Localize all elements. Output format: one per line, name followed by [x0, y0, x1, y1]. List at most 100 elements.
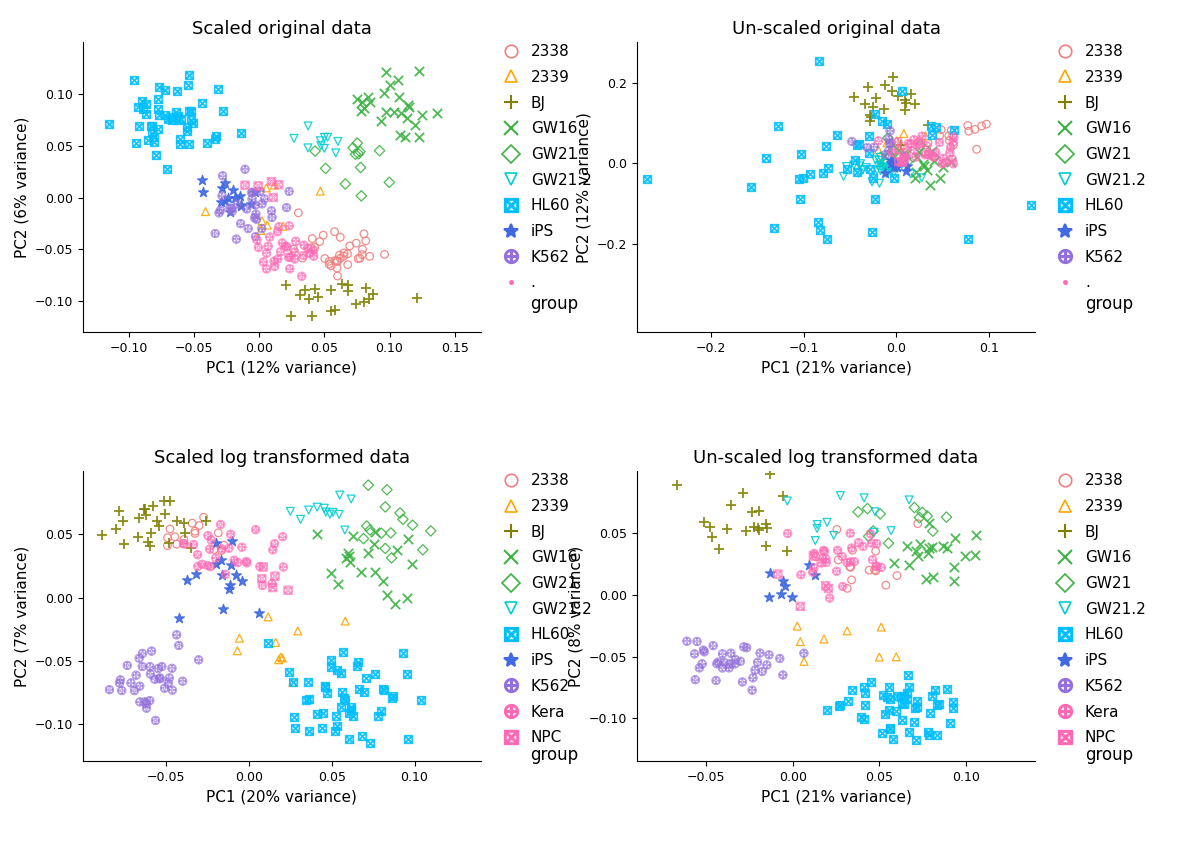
- Point: [757, 539, 776, 552]
- Point: [372, 526, 391, 540]
- Point: [398, 591, 417, 605]
- Point: [860, 563, 879, 577]
- Point: [144, 135, 163, 148]
- Point: [264, 190, 283, 204]
- Point: [305, 145, 324, 158]
- Point: [914, 157, 933, 171]
- Point: [227, 233, 246, 246]
- Point: [221, 527, 240, 541]
- Point: [321, 566, 340, 580]
- Point: [815, 544, 834, 558]
- Point: [709, 542, 728, 556]
- Point: [343, 141, 362, 155]
- Point: [411, 694, 430, 707]
- Point: [178, 120, 197, 134]
- Point: [276, 278, 295, 292]
- Point: [134, 102, 153, 115]
- Legend: 2338, 2339, BJ, GW16, GW21, GW21.2, HL60, iPS, K562, Kera, NPC: 2338, 2339, BJ, GW16, GW21, GW21.2, HL60…: [1056, 473, 1146, 745]
- Point: [905, 143, 924, 157]
- Point: [343, 709, 362, 722]
- Point: [862, 675, 881, 689]
- Point: [223, 534, 242, 547]
- Point: [742, 684, 761, 697]
- Point: [320, 257, 339, 271]
- Point: [160, 671, 179, 684]
- Point: [118, 659, 137, 673]
- Point: [162, 662, 181, 675]
- Point: [881, 722, 900, 736]
- Point: [130, 679, 149, 693]
- Point: [168, 514, 187, 528]
- Point: [298, 119, 317, 133]
- Point: [875, 79, 894, 92]
- Point: [143, 119, 162, 133]
- Point: [395, 130, 414, 144]
- Point: [858, 141, 877, 155]
- Point: [215, 568, 234, 581]
- Point: [791, 600, 810, 613]
- Point: [250, 560, 269, 574]
- Point: [900, 493, 919, 507]
- Point: [148, 122, 167, 135]
- Point: [99, 683, 118, 696]
- Point: [157, 162, 176, 175]
- Title: Un-scaled log transformed data: Un-scaled log transformed data: [694, 449, 979, 467]
- Point: [869, 159, 888, 173]
- Point: [227, 197, 246, 211]
- Point: [232, 200, 251, 213]
- Point: [340, 549, 359, 563]
- Point: [926, 146, 945, 159]
- Point: [259, 610, 278, 624]
- Point: [352, 161, 371, 174]
- Point: [372, 114, 391, 128]
- Point: [130, 695, 149, 709]
- Point: [866, 192, 884, 206]
- Point: [175, 526, 194, 540]
- Point: [861, 162, 880, 175]
- Point: [279, 219, 298, 233]
- Point: [330, 248, 349, 261]
- Point: [866, 505, 884, 519]
- Point: [773, 668, 792, 682]
- Point: [359, 479, 378, 492]
- X-axis label: PC1 (20% variance): PC1 (20% variance): [206, 789, 358, 805]
- Point: [896, 151, 915, 165]
- Point: [830, 700, 849, 713]
- Point: [279, 250, 298, 264]
- Point: [882, 158, 901, 172]
- Point: [919, 118, 938, 132]
- Point: [310, 235, 329, 249]
- Point: [292, 251, 311, 265]
- Point: [159, 531, 178, 545]
- Point: [150, 672, 169, 685]
- Point: [213, 169, 232, 183]
- Point: [896, 103, 915, 117]
- Point: [843, 543, 862, 557]
- Point: [315, 679, 334, 693]
- Point: [873, 114, 892, 128]
- Point: [205, 543, 224, 557]
- Point: [867, 537, 886, 551]
- Point: [142, 118, 161, 132]
- Point: [867, 91, 886, 105]
- Point: [707, 673, 726, 687]
- Point: [349, 147, 368, 161]
- Point: [207, 536, 226, 550]
- Legend: 2338, 2339, BJ, GW16, GW21, GW21.2, HL60, iPS, K562, .: 2338, 2339, BJ, GW16, GW21, GW21.2, HL60…: [502, 44, 592, 290]
- Point: [126, 684, 144, 697]
- Point: [243, 192, 262, 206]
- Point: [130, 651, 149, 665]
- Point: [265, 537, 284, 551]
- Point: [751, 646, 770, 660]
- Point: [346, 147, 365, 161]
- Point: [741, 180, 760, 194]
- Point: [919, 726, 938, 739]
- Point: [330, 488, 349, 502]
- Point: [266, 635, 285, 649]
- Point: [852, 711, 871, 724]
- Point: [227, 644, 246, 657]
- Point: [287, 234, 305, 248]
- Point: [880, 137, 899, 151]
- Point: [940, 146, 959, 160]
- Point: [354, 102, 373, 115]
